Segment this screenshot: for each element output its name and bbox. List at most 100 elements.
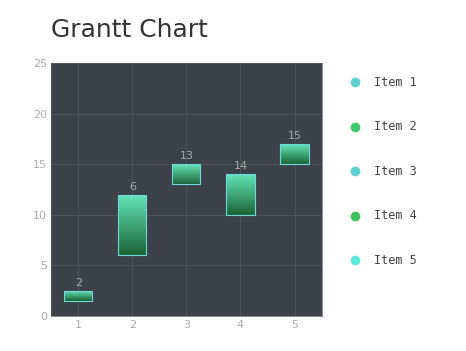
Bar	[226, 174, 254, 215]
Bar	[226, 181, 254, 182]
Bar	[118, 204, 146, 205]
Bar	[118, 221, 146, 222]
Bar	[118, 224, 146, 225]
Text: Item 5: Item 5	[374, 254, 417, 267]
Bar	[118, 223, 146, 224]
Bar	[118, 208, 146, 209]
Bar	[226, 192, 254, 193]
Bar	[118, 232, 146, 233]
Bar	[118, 239, 146, 240]
Bar	[118, 201, 146, 202]
Bar	[226, 180, 254, 181]
Bar	[118, 202, 146, 203]
Bar	[226, 207, 254, 208]
Bar	[226, 183, 254, 184]
Bar	[226, 191, 254, 192]
Bar	[118, 248, 146, 249]
Bar	[118, 241, 146, 242]
Bar	[118, 244, 146, 245]
Text: Item 4: Item 4	[374, 209, 417, 222]
Text: Item 2: Item 2	[374, 120, 417, 133]
Bar	[226, 213, 254, 214]
Bar	[226, 209, 254, 210]
Bar	[281, 144, 308, 164]
Bar	[118, 235, 146, 236]
Bar	[118, 211, 146, 212]
Bar	[226, 190, 254, 191]
Bar	[64, 291, 92, 301]
Bar	[118, 247, 146, 248]
Bar	[226, 202, 254, 203]
Bar	[226, 185, 254, 186]
Text: Item 3: Item 3	[374, 165, 417, 178]
Text: 6: 6	[129, 181, 136, 192]
Bar	[226, 188, 254, 189]
Bar	[118, 240, 146, 241]
Bar	[118, 207, 146, 208]
Bar	[118, 218, 146, 219]
Bar	[226, 194, 254, 195]
Bar	[226, 177, 254, 178]
Bar	[118, 245, 146, 246]
Bar	[226, 211, 254, 212]
Bar	[118, 225, 146, 226]
Bar	[118, 233, 146, 234]
Bar	[226, 176, 254, 177]
Bar	[118, 243, 146, 244]
Bar	[226, 193, 254, 194]
Bar	[118, 199, 146, 200]
Bar	[226, 184, 254, 185]
Bar	[226, 195, 254, 196]
Bar	[226, 182, 254, 183]
Bar	[118, 214, 146, 215]
Bar	[226, 214, 254, 215]
Bar	[226, 197, 254, 198]
Text: 2: 2	[75, 278, 82, 287]
Bar	[118, 228, 146, 229]
Bar	[226, 174, 254, 175]
Bar	[226, 186, 254, 187]
Bar	[118, 219, 146, 220]
Bar	[226, 187, 254, 188]
Bar	[118, 200, 146, 201]
Bar	[118, 194, 146, 255]
Bar	[226, 189, 254, 190]
Text: 15: 15	[288, 131, 302, 141]
Bar	[226, 206, 254, 207]
Bar	[118, 227, 146, 228]
Bar	[226, 199, 254, 200]
Bar	[118, 196, 146, 197]
Bar	[118, 209, 146, 210]
Bar	[118, 251, 146, 252]
Bar	[118, 194, 146, 196]
Bar	[226, 212, 254, 213]
Bar	[118, 206, 146, 207]
Bar	[118, 212, 146, 213]
Text: 13: 13	[179, 151, 193, 161]
Bar	[118, 215, 146, 216]
Bar	[226, 208, 254, 209]
Bar	[118, 236, 146, 237]
Bar	[118, 249, 146, 250]
Bar	[118, 250, 146, 251]
Bar	[118, 205, 146, 206]
Bar	[118, 246, 146, 247]
Bar	[226, 201, 254, 202]
Bar	[118, 231, 146, 232]
Bar	[118, 254, 146, 255]
Bar	[118, 213, 146, 214]
Bar	[118, 217, 146, 218]
Bar	[118, 198, 146, 199]
Bar	[118, 229, 146, 230]
Bar	[118, 216, 146, 217]
Text: 14: 14	[233, 161, 247, 171]
Bar	[118, 252, 146, 253]
Bar	[226, 210, 254, 211]
Bar	[118, 226, 146, 227]
Bar	[118, 197, 146, 198]
Bar	[226, 175, 254, 176]
Bar	[226, 179, 254, 180]
Text: Item 1: Item 1	[374, 76, 417, 89]
Bar	[226, 204, 254, 205]
Bar	[118, 238, 146, 239]
